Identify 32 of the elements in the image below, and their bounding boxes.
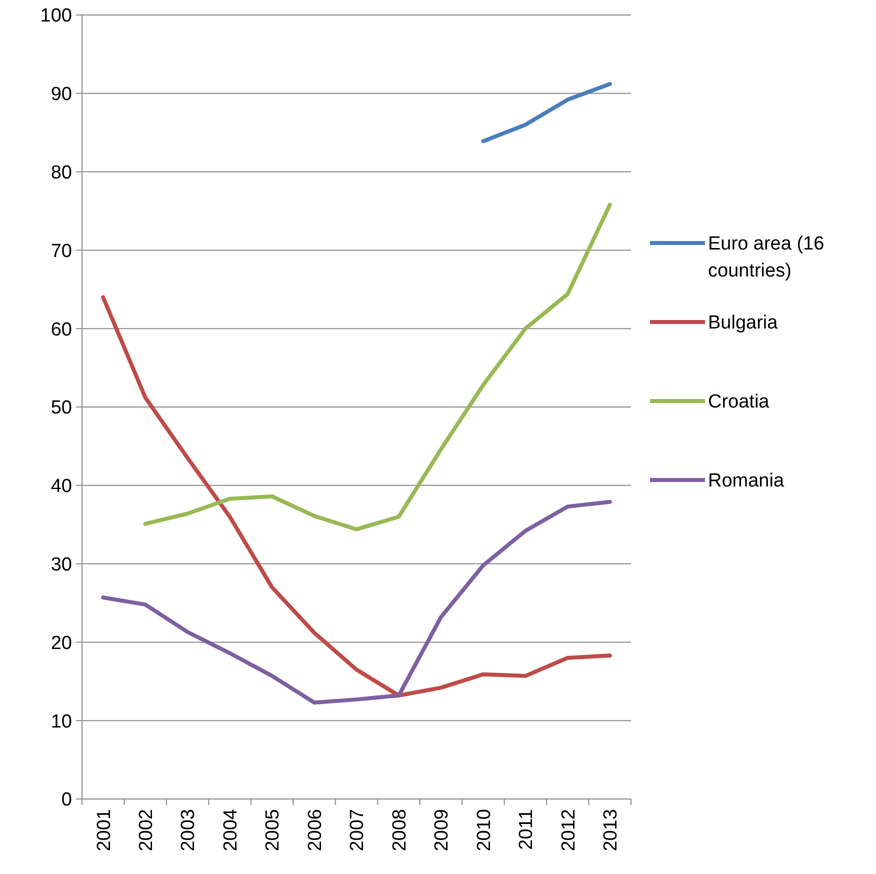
legend-label: Croatia: [708, 392, 770, 413]
line-series: [101, 295, 612, 698]
y-tick-label: 70: [50, 240, 72, 262]
x-tick-label: 2007: [347, 809, 368, 852]
y-tick-label: 10: [50, 711, 72, 732]
line-series: [101, 500, 612, 705]
y-tick-label: 20: [50, 632, 72, 654]
x-tick-label: 2006: [304, 809, 326, 852]
y-tick-label: 80: [50, 162, 72, 184]
y-tick-label: 100: [40, 6, 72, 27]
y-tick-label: 60: [50, 319, 72, 340]
legend-label: Bulgaria: [708, 312, 778, 334]
x-tick-label: 2008: [389, 809, 410, 852]
y-tick-label: 0: [61, 790, 72, 811]
y-tick-label: 50: [50, 398, 72, 419]
x-tick-label: 2009: [432, 809, 453, 852]
x-tick-label: 2001: [94, 809, 115, 852]
x-tick-label: 2011: [516, 809, 538, 850]
x-tick-label: 2013: [600, 809, 622, 852]
x-tick-label: 2010: [474, 809, 495, 852]
legend-label: Euro area (16 countries): [708, 234, 824, 282]
x-tick-label: 2005: [262, 809, 284, 852]
y-tick-label: 40: [50, 476, 72, 498]
x-tick-label: 2004: [220, 808, 242, 852]
x-tick-label: 2012: [558, 809, 580, 852]
y-tick-label: 90: [50, 84, 72, 106]
line-series: [143, 202, 612, 532]
legend-label: Romania: [708, 470, 784, 492]
x-tick-label: 2002: [136, 809, 157, 852]
line-series: [481, 82, 612, 144]
x-tick-label: 2003: [178, 809, 200, 852]
y-tick-label: 30: [50, 554, 72, 576]
